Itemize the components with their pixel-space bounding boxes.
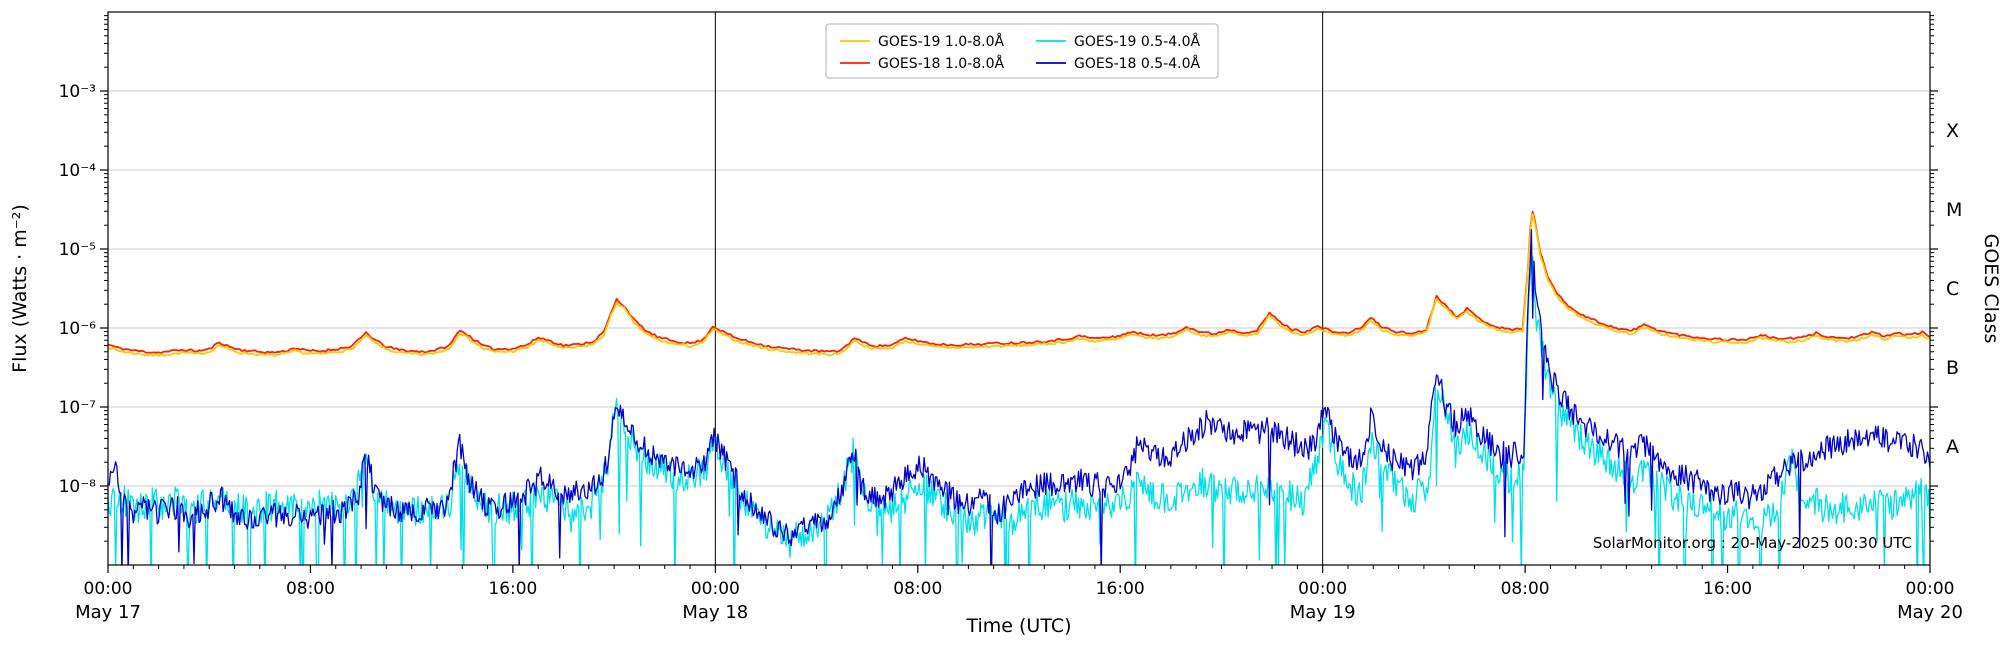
goes-class-letter: A (1946, 436, 1959, 458)
legend-label: GOES-18 1.0-8.0Å (878, 55, 1004, 72)
legend-label: GOES-19 1.0-8.0Å (878, 33, 1004, 50)
x-tick-label: 08:00 (1501, 579, 1550, 599)
x-day-label: May 17 (75, 602, 141, 623)
series-line-goes-19-0-5-4-0- (108, 256, 1930, 565)
y-tick-label: 10⁻⁵ (59, 240, 96, 260)
legend: GOES-19 1.0-8.0Å GOES-18 1.0-8.0Å GOES-19 … (825, 23, 1219, 79)
legend-label: GOES-18 0.5-4.0Å (1074, 55, 1200, 72)
y-axis-title-left: Flux (Watts · m⁻²) (9, 204, 31, 373)
y-tick-label: 10⁻⁴ (59, 161, 97, 181)
day-separator-lines (714, 12, 1324, 565)
y-tick-label: 10⁻⁸ (59, 477, 97, 497)
x-day-label: May 20 (1897, 602, 1963, 623)
series-line-goes-19-1-0-8-0- (108, 213, 1930, 357)
y-tick-label: 10⁻³ (59, 82, 96, 102)
grid-lines (108, 90, 1930, 487)
goes-class-letter: X (1946, 120, 1959, 142)
x-tick-label: 00:00 (691, 579, 740, 599)
x-tick-label: 00:00 (84, 579, 133, 599)
series-line-goes-18-0-5-4-0- (108, 229, 1930, 565)
series-group (108, 210, 1930, 565)
goes-class-letter: B (1946, 357, 1959, 379)
y-tick-label: 10⁻⁷ (59, 398, 97, 418)
x-axis-title: Time (UTC) (965, 615, 1071, 637)
x-axis: 00:00 May 17 08:00 16:00 00:00 May 18 08:00 16:… (75, 565, 1963, 623)
x-tick-label: 16:00 (1096, 579, 1145, 599)
x-tick-label: 16:00 (488, 579, 537, 599)
goes-class-labels: X M C B A (1946, 120, 1962, 458)
legend-box (825, 23, 1219, 79)
x-tick-label: 00:00 (1906, 579, 1955, 599)
y-tick-label: 10⁻⁶ (59, 319, 97, 339)
x-tick-label: 08:00 (286, 579, 335, 599)
goes-class-letter: M (1946, 199, 1962, 221)
x-day-label: May 18 (682, 602, 748, 623)
y-axis-left: 10⁻³ 10⁻⁴ 10⁻⁵ 10⁻⁶ 10⁻⁷ 10⁻⁸ (59, 15, 1938, 542)
y-axis-title-right: GOES Class (1980, 234, 2000, 344)
x-tick-label: 08:00 (893, 579, 942, 599)
x-tick-label: 16:00 (1703, 579, 1752, 599)
x-tick-label: 00:00 (1298, 579, 1347, 599)
legend-label: GOES-19 0.5-4.0Å (1074, 33, 1200, 50)
x-day-label: May 19 (1290, 602, 1356, 623)
goes-class-letter: C (1946, 278, 1959, 300)
watermark-text: SolarMonitor.org : 20-May-2025 00:30 UTC (1593, 534, 1912, 552)
